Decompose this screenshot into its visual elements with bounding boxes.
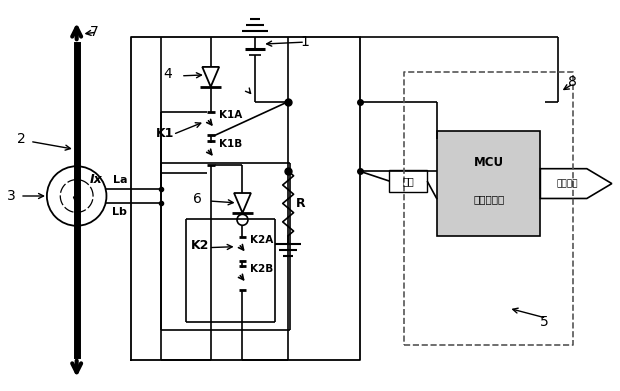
Text: K2: K2: [191, 239, 209, 252]
Text: 模拟比较器: 模拟比较器: [473, 194, 504, 204]
Text: R: R: [296, 197, 306, 210]
Text: K1A: K1A: [219, 109, 242, 120]
Text: K2A: K2A: [250, 235, 273, 245]
Text: MCU: MCU: [474, 156, 504, 169]
Text: 2: 2: [17, 133, 26, 146]
Polygon shape: [541, 169, 612, 199]
Text: 4: 4: [163, 67, 172, 81]
Text: 3: 3: [7, 189, 16, 203]
Text: 6: 6: [193, 192, 202, 206]
Text: 7: 7: [89, 25, 99, 39]
FancyBboxPatch shape: [437, 131, 541, 236]
Text: La: La: [113, 175, 127, 185]
Text: K2B: K2B: [250, 264, 273, 274]
Text: 基准: 基准: [402, 176, 414, 186]
Text: 5: 5: [541, 315, 549, 329]
Text: 数字输出: 数字输出: [557, 179, 578, 188]
Text: 8: 8: [568, 75, 577, 89]
Text: 1: 1: [300, 35, 309, 49]
Text: K1: K1: [156, 127, 174, 140]
FancyBboxPatch shape: [389, 170, 427, 192]
Text: K1B: K1B: [219, 139, 242, 149]
Text: Ix: Ix: [89, 172, 102, 186]
Text: Lb: Lb: [112, 207, 127, 217]
